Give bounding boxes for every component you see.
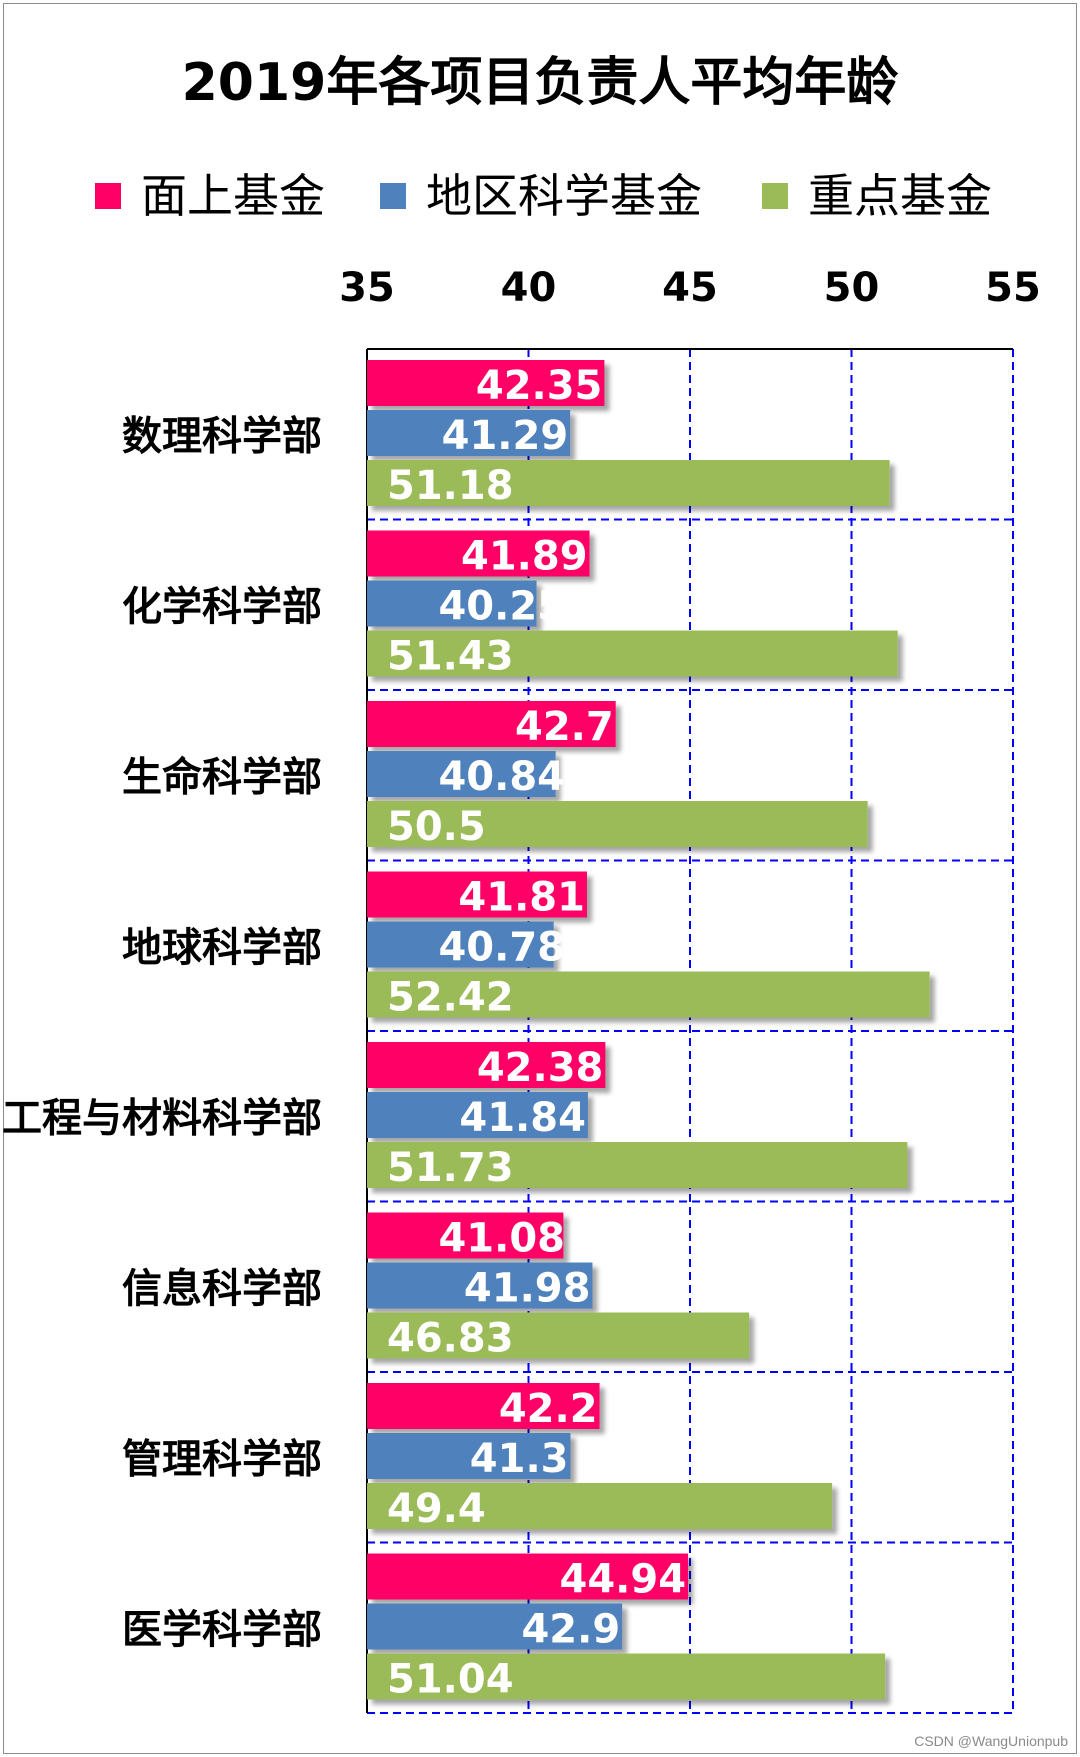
legend-label: 地区科学基金 bbox=[426, 169, 702, 223]
bar bbox=[367, 1603, 623, 1650]
x-tick-label: 45 bbox=[662, 265, 718, 311]
bar bbox=[367, 871, 587, 918]
category-label: 信息科学部 bbox=[122, 1266, 322, 1312]
category-label: 管理科学部 bbox=[122, 1436, 322, 1482]
bar bbox=[367, 1212, 564, 1259]
bar bbox=[367, 1653, 886, 1700]
data-label: 41.08 bbox=[438, 1216, 565, 1262]
data-label: 49.4 bbox=[387, 1486, 486, 1532]
x-tick-label: 35 bbox=[339, 265, 395, 311]
data-label: 41.3 bbox=[470, 1436, 569, 1482]
bar bbox=[367, 751, 556, 797]
data-label: 50.5 bbox=[387, 804, 486, 850]
bar bbox=[367, 580, 537, 627]
watermark: CSDN @WangUnionpub bbox=[914, 1733, 1068, 1749]
data-label: 42.7 bbox=[515, 704, 614, 750]
x-axis-ticks: 35 40 45 50 55 bbox=[339, 265, 1041, 311]
chart-title: 2019年各项目负责人平均年龄 bbox=[182, 53, 899, 113]
data-label: 51.73 bbox=[387, 1145, 514, 1191]
category-label: 化学科学部 bbox=[122, 584, 322, 630]
bar bbox=[367, 701, 616, 747]
bar bbox=[367, 971, 930, 1018]
data-label: 41.84 bbox=[459, 1095, 586, 1141]
bar bbox=[367, 410, 571, 456]
bar bbox=[367, 360, 605, 406]
bar bbox=[367, 921, 554, 968]
bar bbox=[367, 801, 868, 847]
bar bbox=[367, 460, 890, 506]
data-label: 51.04 bbox=[387, 1657, 514, 1703]
category-label: 数理科学部 bbox=[122, 413, 322, 459]
legend-swatch bbox=[380, 183, 406, 209]
bar bbox=[367, 530, 590, 577]
data-label: 42.35 bbox=[476, 363, 603, 409]
bar bbox=[367, 630, 898, 677]
category-label: 医学科学部 bbox=[122, 1607, 322, 1653]
bar bbox=[367, 1042, 606, 1088]
data-label: 41.81 bbox=[458, 875, 585, 921]
category-label: 地球科学部 bbox=[122, 925, 322, 971]
legend-swatch bbox=[762, 183, 788, 209]
legend-swatch bbox=[95, 183, 121, 209]
data-label: 41.29 bbox=[442, 413, 569, 459]
bar bbox=[367, 1483, 833, 1529]
legend-label: 重点基金 bbox=[808, 169, 992, 223]
data-label: 46.83 bbox=[387, 1316, 514, 1362]
data-label: 40.25 bbox=[438, 584, 565, 630]
legend: 面上基金 地区科学基金 重点基金 bbox=[95, 169, 992, 223]
chart-frame bbox=[3, 3, 1077, 1754]
bar bbox=[367, 1433, 571, 1479]
bars bbox=[367, 360, 930, 1700]
bar bbox=[367, 1312, 750, 1359]
bar bbox=[367, 1553, 689, 1600]
category-label: 生命科学部 bbox=[122, 754, 322, 800]
data-label: 40.84 bbox=[438, 754, 565, 800]
bar bbox=[367, 1383, 600, 1429]
legend-label: 面上基金 bbox=[141, 169, 325, 223]
bar bbox=[367, 1262, 593, 1309]
data-label: 51.18 bbox=[387, 463, 514, 509]
data-label: 42.38 bbox=[477, 1045, 604, 1091]
bar bbox=[367, 1142, 908, 1188]
data-label: 41.98 bbox=[464, 1266, 591, 1312]
x-tick-label: 40 bbox=[501, 265, 557, 311]
data-label: 44.94 bbox=[560, 1557, 687, 1603]
data-label: 41.89 bbox=[461, 534, 588, 580]
data-label: 51.43 bbox=[387, 634, 514, 680]
data-label: 52.42 bbox=[387, 975, 514, 1021]
bar bbox=[367, 1092, 588, 1138]
category-label: 工程与材料科学部 bbox=[2, 1095, 322, 1141]
data-label: 40.78 bbox=[438, 925, 565, 971]
x-tick-label: 55 bbox=[985, 265, 1041, 311]
value-labels: 42.3541.2951.1841.8940.2551.4342.740.845… bbox=[387, 363, 686, 1703]
category-labels: 数理科学部化学科学部生命科学部地球科学部工程与材料科学部信息科学部管理科学部医学… bbox=[2, 413, 322, 1653]
x-tick-label: 50 bbox=[824, 265, 880, 311]
data-label: 42.9 bbox=[521, 1607, 620, 1653]
data-label: 42.2 bbox=[499, 1386, 598, 1432]
